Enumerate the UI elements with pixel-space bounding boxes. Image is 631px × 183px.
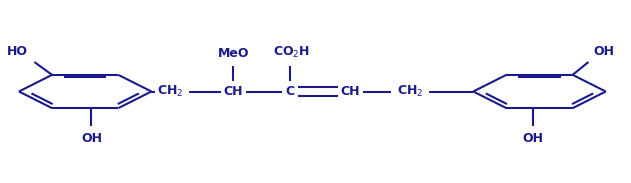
Text: MeO: MeO: [218, 47, 249, 60]
Text: OH: OH: [81, 132, 102, 145]
Text: OH: OH: [594, 45, 615, 58]
Text: CH$_2$: CH$_2$: [397, 84, 423, 99]
Text: OH: OH: [522, 132, 544, 145]
Text: CH: CH: [341, 85, 360, 98]
Text: C: C: [286, 85, 295, 98]
Text: CH$_2$: CH$_2$: [157, 84, 184, 99]
Text: CO$_2$H: CO$_2$H: [273, 45, 310, 60]
Text: CH: CH: [224, 85, 243, 98]
Text: HO: HO: [7, 45, 28, 58]
